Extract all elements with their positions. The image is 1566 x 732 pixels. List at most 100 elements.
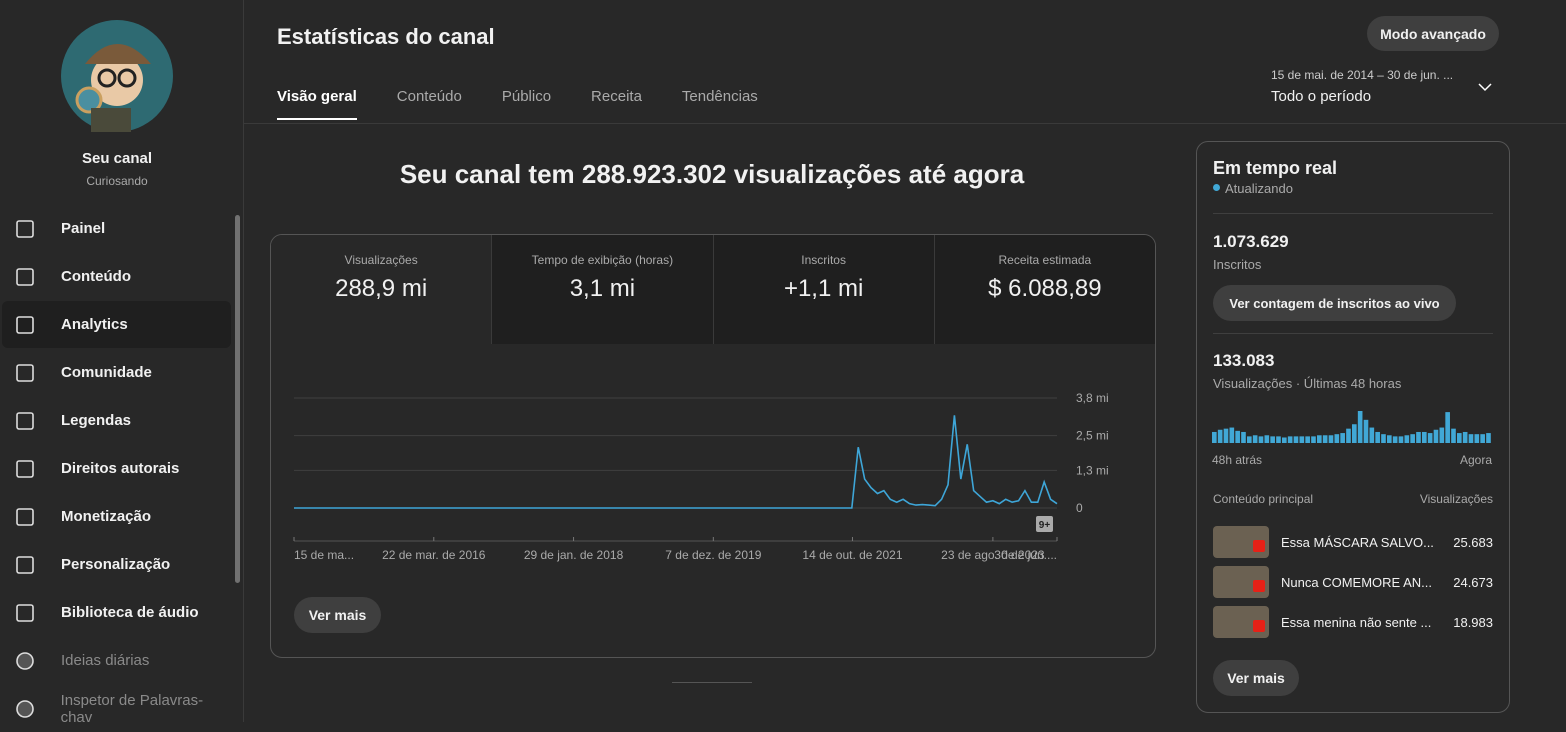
subscribers: 1.073.629: [1213, 232, 1289, 251]
nav-item[interactable]: Legendas: [2, 397, 231, 444]
period[interactable]: Todo o período: [1271, 88, 1372, 105]
icon-shape: [16, 555, 34, 574]
nav-label: Biblioteca de áudio: [61, 604, 199, 621]
thumb-badge: [1253, 580, 1265, 592]
nav-icon: [16, 267, 34, 286]
avatar: [61, 20, 173, 132]
nav-item[interactable]: Analytics: [2, 301, 231, 348]
scrollbar[interactable]: [235, 215, 240, 583]
nav-label: Comunidade: [61, 364, 152, 381]
top-header: Conteúdo principal: [1213, 492, 1314, 506]
content-title: Essa menina não sente ...: [1281, 615, 1432, 630]
content-views: 24.673: [1453, 575, 1493, 590]
nav-icon: [16, 699, 34, 718]
content-title: Nunca COMEMORE AN...: [1281, 575, 1432, 590]
content-row[interactable]: Essa MÁSCARA SALVO... 25.683: [1213, 526, 1493, 560]
stat-value: +1,1 mi: [783, 275, 864, 302]
nav-icon: [16, 411, 34, 430]
stat-tab[interactable]: Tempo de exibição (horas) 3,1 mi: [491, 235, 713, 344]
chevron[interactable]: [1478, 82, 1492, 92]
nav-item[interactable]: Biblioteca de áudio: [2, 589, 231, 636]
channel-title: Seu canal: [81, 150, 153, 167]
overview-card: Visualizações 288,9 mi Tempo de exibição (…: [270, 234, 1156, 658]
icon-shape: [16, 363, 34, 382]
nav-label: Conteúdo: [61, 268, 131, 285]
stat-tab[interactable]: Receita estimada $ 6.088,89: [933, 235, 1155, 344]
nav-item[interactable]: Conteúdo: [2, 253, 231, 300]
nav-item[interactable]: Monetização: [2, 493, 231, 540]
divider: [1213, 333, 1493, 334]
icon-shape: [16, 699, 34, 718]
tab[interactable]: Tendências: [681, 88, 758, 105]
nav-item[interactable]: Direitos autorais: [2, 445, 231, 492]
nav-label: Monetização: [61, 508, 152, 525]
stat-label: Receita estimada: [998, 253, 1092, 267]
thumb-badge: [1253, 540, 1265, 552]
divider: [672, 682, 752, 683]
realtime-title: Em tempo real: [1213, 158, 1338, 178]
stats: Visualizações 288,9 mi Tempo de exibição (…: [271, 235, 1155, 344]
nav-label: Painel: [61, 220, 106, 237]
tab[interactable]: Conteúdo: [396, 88, 462, 105]
divider: [244, 123, 1566, 124]
views-label: Visualizações · Últimas 48 horas: [1213, 376, 1402, 391]
thumbnail: [1213, 566, 1269, 598]
advanced-button[interactable]: Modo avançado: [1367, 16, 1499, 51]
content-row[interactable]: Nunca COMEMORE AN... 24.673: [1213, 566, 1493, 600]
nav-label: Inspetor de Palavras-chav: [60, 691, 204, 726]
status: Atualizando: [1225, 181, 1293, 196]
views: 133.083: [1213, 351, 1275, 370]
icon-shape: [16, 507, 34, 526]
thumbnail: [1213, 526, 1269, 558]
nav-icon: [16, 459, 34, 478]
nav-icon: [16, 363, 34, 382]
content-views: 18.983: [1453, 615, 1493, 630]
divider: [1213, 213, 1493, 214]
nav-item[interactable]: Personalização: [2, 541, 231, 588]
content-row[interactable]: Essa menina não sente ... 18.983: [1213, 606, 1493, 640]
icon-shape: [16, 411, 34, 430]
icon-shape: [16, 315, 34, 334]
top-header: Visualizações: [1419, 492, 1493, 506]
headline: Seu canal tem 288.923.302 visualizações …: [399, 159, 1025, 189]
nav-label: Analytics: [61, 316, 128, 333]
tabs: Visão geral Conteúdo Público Receita Tendênc…: [277, 88, 758, 120]
subscribers-label: Inscritos: [1213, 257, 1262, 272]
live-count-button[interactable]: Ver contagem de inscritos ao vivo: [1213, 285, 1456, 321]
icon-shape: [16, 603, 34, 622]
tab[interactable]: Receita: [591, 88, 642, 105]
nav-icon: [16, 555, 34, 574]
nav-icon: [16, 507, 34, 526]
nav-item[interactable]: Comunidade: [2, 349, 231, 396]
thumbnail: [1213, 606, 1269, 638]
stat-value: $ 6.088,89: [988, 275, 1102, 302]
tab[interactable]: Visão geral: [277, 88, 357, 120]
more-button[interactable]: Ver mais: [294, 597, 381, 633]
stat-label: Inscritos: [801, 253, 846, 267]
nav-icon: [16, 315, 34, 334]
stat-value: 288,9 mi: [335, 275, 428, 302]
icon-shape: [16, 219, 34, 238]
thumb-badge: [1253, 620, 1265, 632]
nav-item[interactable]: Inspetor de Palavras-chav: [2, 685, 231, 732]
page-title: Estatísticas do canal: [277, 24, 495, 49]
date-range: 15 de mai. de 2014 – 30 de jun. ...: [1271, 68, 1454, 82]
more-button[interactable]: Ver mais: [1213, 660, 1299, 696]
icon-shape: [16, 459, 34, 478]
nav-item[interactable]: Ideias diárias: [2, 637, 231, 684]
stat-label: Visualizações: [344, 253, 418, 267]
sidebar: Seu canal Curiosando Painel Conteúdo Analy…: [0, 0, 244, 726]
nav-item[interactable]: Painel: [2, 205, 231, 252]
nav-icon: [16, 219, 34, 238]
tab[interactable]: Público: [501, 88, 552, 105]
nav-label: Direitos autorais: [61, 460, 180, 477]
channel-name: Curiosando: [86, 174, 148, 188]
nav-icon: [16, 651, 34, 670]
stat-tab[interactable]: Visualizações 288,9 mi: [271, 235, 492, 344]
status-dot: [1213, 184, 1220, 191]
content-views: 25.683: [1453, 535, 1493, 550]
icon-shape: [16, 651, 34, 670]
stat-tab[interactable]: Inscritos +1,1 mi: [712, 235, 934, 344]
realtime-panel: Em tempo real Atualizando 1.073.629 Insc…: [1196, 141, 1510, 713]
